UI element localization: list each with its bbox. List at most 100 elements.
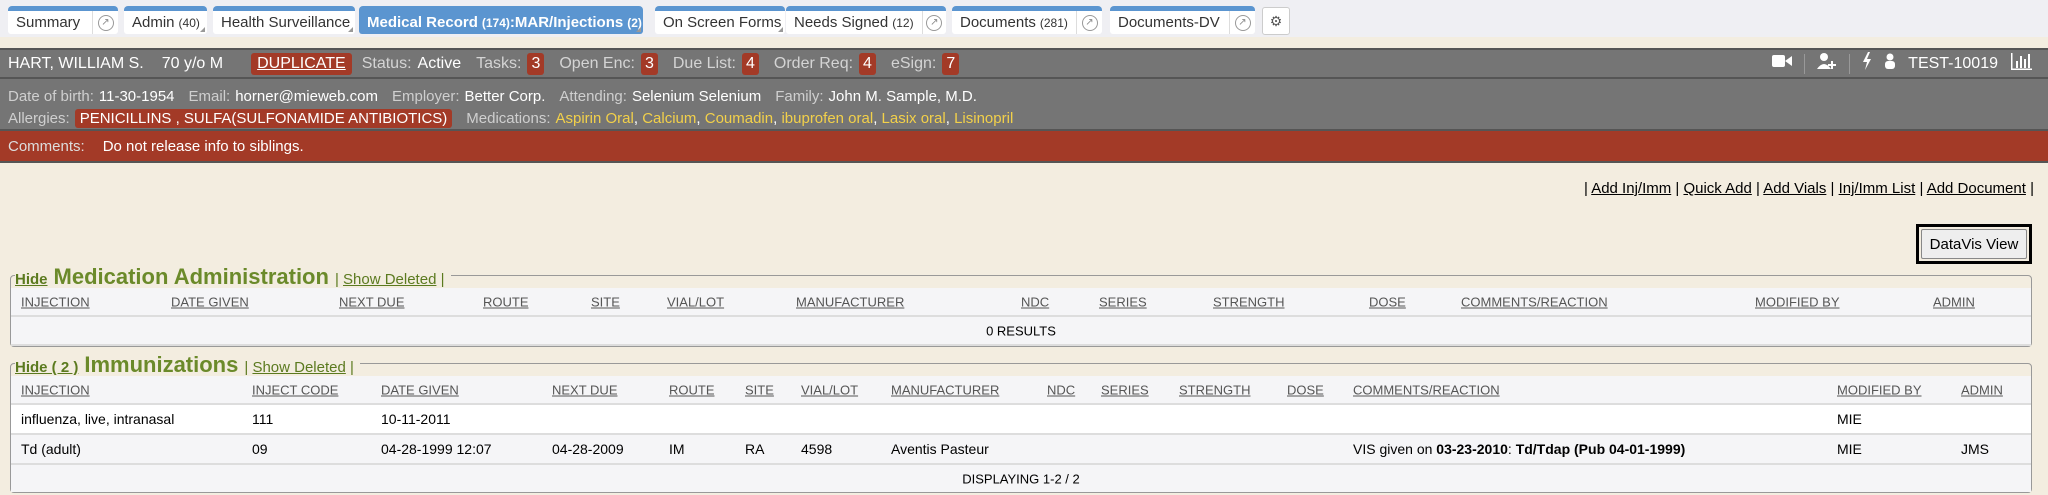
open-enc-label: Open Enc: [559, 54, 635, 72]
tab-health-surveillance[interactable]: Health Surveillance [213, 6, 355, 34]
column-header[interactable]: NDC [1021, 294, 1050, 309]
results-count: DISPLAYING 1-2 / 2 [962, 471, 1080, 486]
open-enc-badge[interactable]: 3 [640, 52, 658, 75]
column-header[interactable]: MODIFIED BY [1837, 382, 1922, 397]
column-header[interactable]: STRENGTH [1213, 294, 1285, 309]
section-legend: Hide ( 2 ) Immunizations | Show Deleted … [15, 352, 360, 378]
table-cell: JMS [1961, 441, 1989, 457]
tab-summary[interactable]: Summary ↗ [8, 6, 118, 34]
column-header[interactable]: INJECT CODE [252, 382, 339, 397]
email-label: Email: [188, 87, 231, 105]
column-header[interactable]: MODIFIED BY [1755, 294, 1840, 309]
status-value: Active [417, 54, 462, 72]
medication-item[interactable]: Lasix oral [881, 109, 946, 127]
action-link-add-document[interactable]: Add Document [1926, 180, 2026, 197]
tab-documents[interactable]: Documents (281) ↗ [952, 6, 1102, 34]
column-header[interactable]: STRENGTH [1179, 382, 1251, 397]
column-header[interactable]: ADMIN [1961, 382, 2003, 397]
table-row[interactable]: influenza, live, intranasal 111 10-11-2011… [11, 405, 2031, 435]
table-cell: 04-28-1999 12:07 [381, 441, 492, 457]
table-cell: 04-28-2009 [552, 441, 624, 457]
tab-documents-dv[interactable]: Documents-DV ↗ [1110, 6, 1255, 34]
column-header[interactable]: SITE [745, 382, 774, 397]
tab-settings-button[interactable]: ⚙ [1262, 7, 1290, 35]
resize-corner-icon [348, 27, 353, 32]
tab-label: On Screen Forms [663, 14, 782, 31]
column-header[interactable]: VIAL/LOT [801, 382, 859, 397]
order-req-badge[interactable]: 4 [859, 52, 876, 75]
show-deleted-link[interactable]: Show Deleted [252, 359, 346, 376]
column-header[interactable]: ADMIN [1933, 294, 1975, 309]
tab-admin[interactable]: Admin (40) [124, 6, 207, 34]
open-external-icon[interactable]: ↗ [921, 11, 946, 34]
column-header[interactable]: DATE GIVEN [171, 294, 249, 309]
column-header[interactable]: SERIES [1101, 382, 1149, 397]
open-external-icon[interactable]: ↗ [92, 11, 118, 34]
comments-value: Do not release info to siblings. [102, 137, 304, 155]
column-header[interactable]: DATE GIVEN [381, 382, 459, 397]
esign-badge[interactable]: 7 [942, 52, 960, 75]
action-link-inj-imm-list[interactable]: Inj/Imm List [1838, 180, 1916, 197]
table-cell: MIE [1837, 411, 1862, 427]
section-legend: Hide Medication Administration | Show De… [15, 264, 451, 290]
due-list-badge[interactable]: 4 [742, 52, 759, 75]
bar-chart-icon[interactable] [2010, 51, 2032, 76]
column-header[interactable]: COMMENTS/REACTION [1461, 294, 1608, 309]
column-header[interactable]: SERIES [1099, 294, 1147, 309]
tasks-badge[interactable]: 3 [527, 52, 545, 75]
column-header[interactable]: INJECTION [21, 382, 90, 397]
medication-item[interactable]: Lisinopril [954, 109, 1014, 127]
show-deleted: | Show Deleted | [334, 271, 445, 288]
divider [1849, 53, 1851, 74]
section-title: Medication Administration [53, 264, 329, 289]
hide-link[interactable]: Hide [15, 271, 48, 288]
tab-needs-signed[interactable]: Needs Signed (12) ↗ [786, 6, 946, 34]
employer-value: Better Corp. [464, 87, 546, 105]
datavis-view-button[interactable]: DataVis View [1921, 229, 2027, 259]
tab-medical-record[interactable]: Medical Record (174):MAR/Injections (2) [359, 6, 643, 34]
medication-item[interactable]: Aspirin Oral [555, 109, 634, 127]
medication-item[interactable]: Coumadin [704, 109, 774, 127]
show-deleted-link[interactable]: Show Deleted [343, 271, 437, 288]
table-cell: 4598 [801, 441, 833, 457]
duplicate-badge[interactable]: DUPLICATE [251, 52, 352, 75]
column-header[interactable]: NEXT DUE [552, 382, 618, 397]
dob-label: Date of birth: [8, 87, 94, 105]
attending-label: Attending: [559, 87, 627, 105]
medication-item[interactable]: Calcium [642, 109, 697, 127]
tab-on-screen-forms[interactable]: On Screen Forms [655, 6, 785, 34]
employer-label: Employer: [391, 87, 460, 105]
column-header[interactable]: MANUFACTURER [796, 294, 905, 309]
esign-label: eSign: [890, 54, 937, 72]
open-external-icon[interactable]: ↗ [1229, 11, 1255, 34]
open-external-icon[interactable]: ↗ [1076, 11, 1102, 34]
column-header[interactable]: NDC [1047, 382, 1076, 397]
column-header[interactable]: MANUFACTURER [891, 382, 1000, 397]
add-user-icon[interactable] [1817, 52, 1837, 75]
column-header[interactable]: COMMENTS/REACTION [1353, 382, 1500, 397]
tab-label: Admin (40) [132, 14, 200, 31]
column-header[interactable]: NEXT DUE [339, 294, 405, 309]
column-header[interactable]: DOSE [1369, 294, 1406, 309]
column-header[interactable]: DOSE [1287, 382, 1324, 397]
family-value: John M. Sample, M.D. [828, 87, 977, 105]
lightning-icon[interactable] [1862, 52, 1872, 75]
hide-link[interactable]: Hide ( 2 ) [15, 359, 79, 376]
column-header[interactable]: ROUTE [483, 294, 529, 309]
column-header[interactable]: VIAL/LOT [667, 294, 725, 309]
tab-label: Documents-DV [1118, 14, 1220, 31]
results-count: 0 RESULTS [986, 323, 1056, 338]
table-row[interactable]: Td (adult) 09 04-28-1999 12:07 04-28-2009 IM… [11, 435, 2031, 465]
email-value: horner@mieweb.com [235, 87, 378, 105]
action-link-add-inj-imm[interactable]: Add Inj/Imm [1591, 180, 1672, 197]
column-header[interactable]: INJECTION [21, 294, 90, 309]
user-icon [1884, 53, 1896, 74]
family-label: Family: [775, 87, 824, 105]
action-link-quick-add[interactable]: Quick Add [1683, 180, 1752, 197]
action-link-add-vials[interactable]: Add Vials [1763, 180, 1827, 197]
due-list-label: Due List: [672, 54, 736, 72]
video-camera-icon[interactable] [1772, 54, 1793, 73]
column-header[interactable]: SITE [591, 294, 620, 309]
medication-item[interactable]: ibuprofen oral [781, 109, 874, 127]
column-header[interactable]: ROUTE [669, 382, 715, 397]
